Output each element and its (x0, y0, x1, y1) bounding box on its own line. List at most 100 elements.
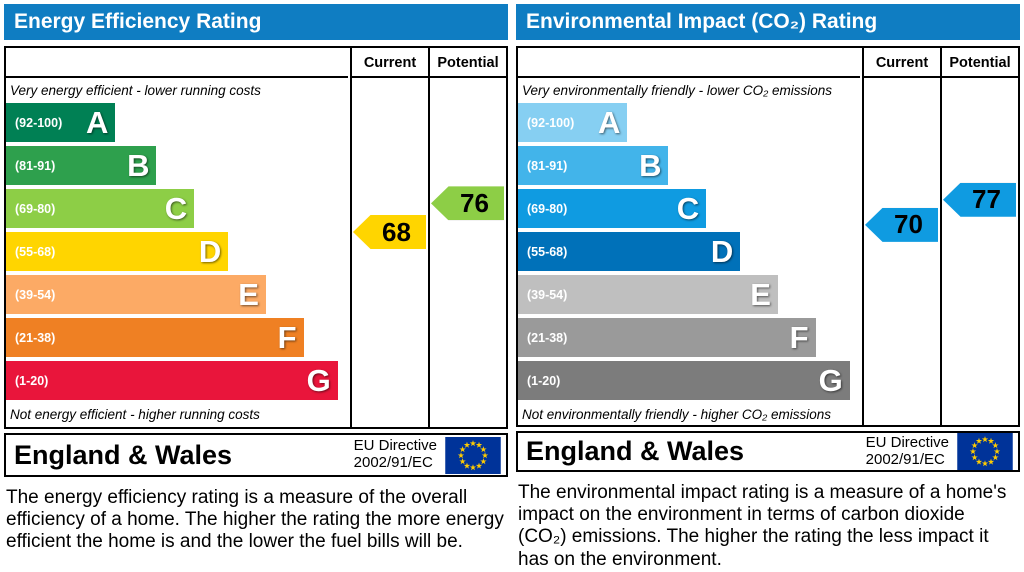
current-column: Current 68 (350, 48, 428, 427)
band-letter: F (789, 320, 809, 355)
eu-directive-line1: EU Directive (865, 433, 949, 451)
rating-band-row: (21-38) F (6, 316, 348, 359)
band-range-label: (92-100) (15, 115, 63, 130)
band-letter: G (306, 363, 331, 398)
rating-band-row: (69-80) C (6, 187, 348, 230)
eu-flag-icon (957, 433, 1013, 470)
region-label: England & Wales (14, 439, 233, 470)
rating-band-row: (92-100) A (518, 101, 860, 144)
rating-band-row: (55-68) D (6, 230, 348, 273)
rating-band-row: (39-54) E (6, 273, 348, 316)
band-range-label: (92-100) (527, 115, 575, 130)
band-bar-c: (69-80) C (6, 189, 195, 228)
environmental-impact-panel: Environmental Impact (CO₂) Rating Very e… (516, 4, 1020, 570)
eu-directive-label: EU Directive 2002/91/EC (865, 433, 949, 469)
top-caption: Very environmentally friendly - lower CO… (522, 83, 832, 98)
energy-rating-chart: Very energy efficient - lower running co… (4, 46, 508, 429)
band-range-label: (81-91) (527, 158, 568, 173)
potential-column-header: Potential (430, 48, 506, 78)
potential-rating-value: 77 (972, 184, 1001, 215)
band-letter: C (164, 191, 188, 226)
potential-column: Potential 77 (940, 48, 1018, 425)
energy-efficiency-panel: Energy Efficiency Rating Very energy eff… (4, 4, 508, 568)
band-range-label: (55-68) (15, 244, 56, 259)
band-bar-g: (1-20) G (518, 361, 850, 400)
band-letter: A (598, 105, 621, 140)
band-bar-g: (1-20) G (6, 361, 338, 400)
potential-rating-pointer: 77 (943, 182, 1016, 217)
rating-band-row: (1-20) G (6, 359, 348, 402)
band-range-label: (81-91) (15, 158, 56, 173)
band-bar-e: (39-54) E (518, 275, 778, 314)
band-bar-b: (81-91) B (518, 146, 669, 185)
rating-band-row: (55-68) D (518, 230, 860, 273)
eu-directive-line2: 2002/91/EC (865, 450, 945, 468)
band-letter: G (818, 363, 843, 398)
current-column: Current 70 (862, 48, 940, 425)
rating-band-row: (81-91) B (6, 144, 348, 187)
band-bar-f: (21-38) F (6, 318, 304, 357)
current-column-header: Current (352, 48, 428, 78)
rating-band-row: (21-38) F (518, 316, 860, 359)
band-letter: B (639, 148, 662, 183)
band-letter: A (86, 105, 109, 140)
band-bar-b: (81-91) B (6, 146, 157, 185)
table-header-spacer (518, 48, 860, 78)
potential-rating-value: 76 (460, 187, 489, 218)
eu-flag-icon (445, 436, 501, 474)
band-letter: E (750, 277, 771, 312)
band-range-label: (21-38) (527, 330, 568, 345)
top-caption: Very energy efficient - lower running co… (10, 83, 261, 98)
band-column: Very energy efficient - lower running co… (6, 48, 348, 427)
band-bar-c: (69-80) C (518, 189, 707, 228)
band-letter: D (710, 234, 734, 269)
panel-title: Energy Efficiency Rating (4, 4, 508, 40)
band-range-label: (39-54) (527, 287, 568, 302)
band-bar-a: (92-100) A (6, 103, 116, 142)
potential-column: Potential 76 (428, 48, 506, 427)
region-label: England & Wales (526, 436, 745, 466)
band-range-label: (1-20) (15, 373, 49, 388)
band-range-label: (69-80) (527, 201, 568, 216)
band-letter: E (238, 277, 259, 312)
band-bar-d: (55-68) D (6, 232, 229, 271)
band-letter: D (198, 234, 222, 269)
rating-band-row: (92-100) A (6, 101, 348, 144)
current-rating-pointer: 68 (353, 215, 426, 249)
rating-band-row: (69-80) C (518, 187, 860, 230)
band-range-label: (55-68) (527, 244, 568, 259)
band-range-label: (69-80) (15, 201, 56, 216)
chart-footer: England & Wales EU Directive 2002/91/EC (516, 431, 1020, 472)
panel-title: Environmental Impact (CO₂) Rating (516, 4, 1020, 40)
table-header-spacer (6, 48, 348, 78)
current-rating-pointer: 70 (865, 207, 938, 242)
band-letter: C (676, 191, 700, 226)
current-rating-value: 70 (894, 209, 923, 240)
rating-band-row: (1-20) G (518, 359, 860, 402)
rating-band-row: (39-54) E (518, 273, 860, 316)
band-range-label: (39-54) (15, 287, 56, 302)
eu-directive-line1: EU Directive (353, 437, 437, 455)
band-bar-a: (92-100) A (518, 103, 628, 142)
bottom-caption: Not energy efficient - higher running co… (10, 407, 260, 422)
chart-description: The energy efficiency rating is a measur… (6, 487, 504, 553)
current-column-header: Current (864, 48, 940, 78)
band-bar-f: (21-38) F (518, 318, 816, 357)
band-range-label: (1-20) (527, 373, 561, 388)
band-column: Very environmentally friendly - lower CO… (518, 48, 860, 425)
current-rating-value: 68 (382, 216, 411, 247)
band-range-label: (21-38) (15, 330, 56, 345)
band-letter: B (127, 148, 150, 183)
co2-rating-chart: Very environmentally friendly - lower CO… (516, 46, 1020, 427)
chart-description: The environmental impact rating is a mea… (518, 482, 1007, 570)
band-bar-e: (39-54) E (6, 275, 266, 314)
band-letter: F (277, 320, 297, 355)
rating-band-row: (81-91) B (518, 144, 860, 187)
eu-directive-label: EU Directive 2002/91/EC (353, 437, 437, 472)
chart-footer: England & Wales EU Directive 2002/91/EC (4, 433, 508, 477)
potential-column-header: Potential (942, 48, 1018, 78)
potential-rating-pointer: 76 (431, 186, 504, 221)
bottom-caption: Not environmentally friendly - higher CO… (522, 407, 832, 422)
eu-directive-line2: 2002/91/EC (353, 454, 433, 471)
band-bar-d: (55-68) D (518, 232, 741, 271)
